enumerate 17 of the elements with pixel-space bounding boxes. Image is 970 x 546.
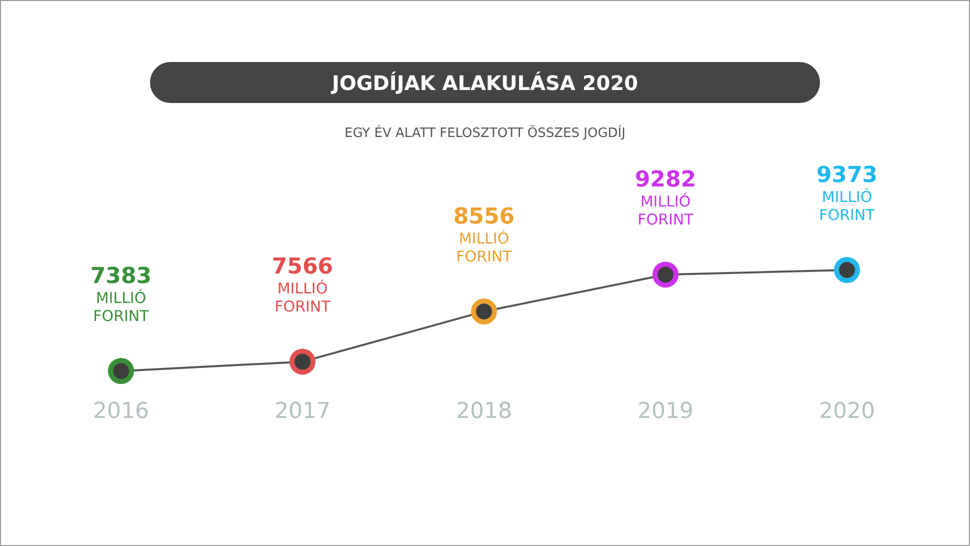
point <box>290 348 316 375</box>
data-label: 8556 MILLIÓ FORINT <box>453 204 515 266</box>
data-label: 9282 MILLIÓ FORINT <box>634 168 696 229</box>
x-tick-label: 2016 <box>93 399 149 424</box>
data-label: 9373 MILLIÓ FORINT <box>816 163 878 224</box>
x-tick-label: 2020 <box>819 399 875 424</box>
chart-subtitle: EGY ÉV ALATT FELOSZTOTT ÖSSZES JOGDÍJ <box>344 124 626 141</box>
x-tick-label: 2018 <box>456 399 512 424</box>
x-tick-label: 2017 <box>274 399 330 424</box>
data-label: 7566 MILLIÓ FORINT <box>272 254 334 316</box>
point <box>834 257 860 283</box>
chart-title: JOGDÍJAK ALAKULÁSA 2020 <box>330 71 638 95</box>
point <box>471 298 497 324</box>
point <box>108 358 134 384</box>
data-label: 7383 MILLIÓ FORINT <box>90 264 152 325</box>
x-tick-label: 2019 <box>638 399 694 424</box>
point <box>652 262 678 288</box>
